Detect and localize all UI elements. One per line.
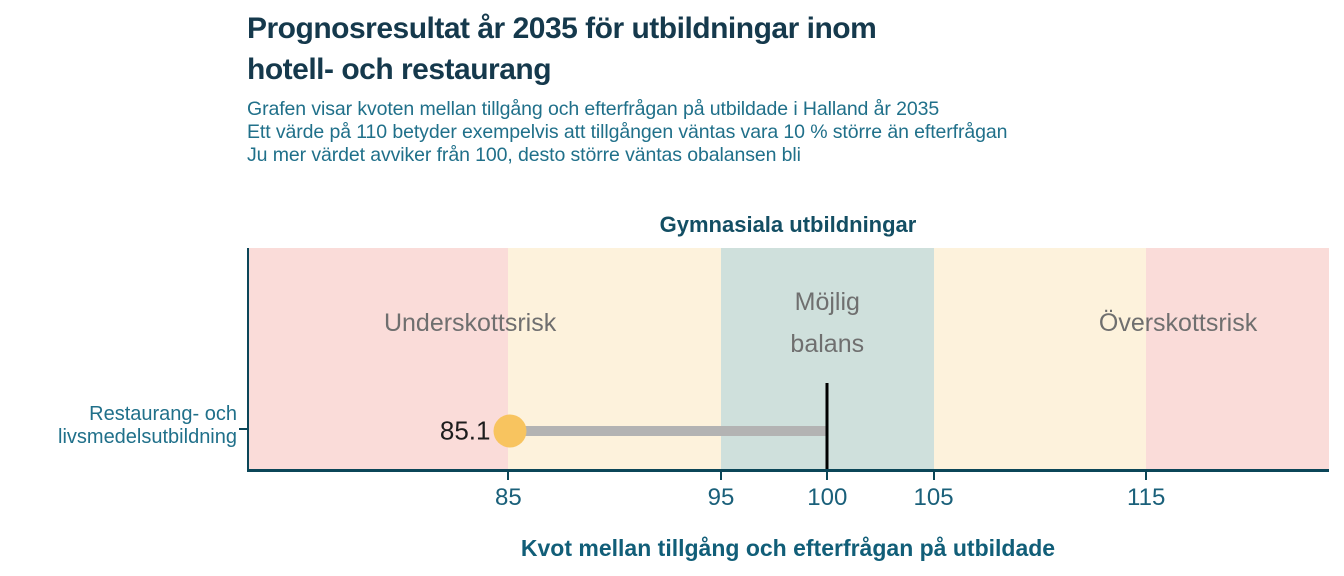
chart-title: Gymnasiala utbildningar xyxy=(659,212,917,237)
x-tick-label: 95 xyxy=(707,484,735,511)
plot-area: Underskottsrisk Möjlig balans Överskottsri… xyxy=(239,248,1329,511)
value-interval-bar xyxy=(510,426,828,436)
x-tick-mark xyxy=(507,472,510,480)
figure-subtitle: Grafen visar kvoten mellan tillgång och … xyxy=(247,98,1007,167)
subtitle-line3: Ju mer värdet avviker från 100, desto st… xyxy=(247,144,801,166)
x-tick-label: 115 xyxy=(1127,484,1166,511)
zone-label: Överskottsrisk xyxy=(1098,309,1258,337)
zone-labels-layer: Underskottsrisk Möjlig balans Överskottsri… xyxy=(249,248,1329,469)
x-tick-mark xyxy=(932,472,935,480)
y-axis-category-label: Restaurang- och livsmedelsutbildning xyxy=(58,403,237,448)
zone-band xyxy=(1146,248,1329,469)
x-tick-label: 85 xyxy=(495,484,522,511)
zone-label: Möjlig balans xyxy=(790,288,865,358)
subtitle-line2: Ett värde på 110 betyder exempelvis att … xyxy=(247,121,1008,143)
value-label: 85.1 xyxy=(439,415,491,446)
x-tick-label: 105 xyxy=(913,484,954,511)
x-tick-mark xyxy=(1145,472,1148,480)
figure-title-line1: Prognosresultat år 2035 för utbildningar… xyxy=(247,12,877,45)
value-dot xyxy=(493,414,527,448)
zone-band xyxy=(249,248,509,469)
figure-title-line2: hotell- och restaurang xyxy=(247,53,552,86)
x-tick-mark xyxy=(719,472,722,480)
x-tick-mark xyxy=(826,472,829,480)
zone-band xyxy=(933,248,1147,469)
subtitle-line1: Grafen visar kvoten mellan tillgång och … xyxy=(247,98,940,120)
x-ticks-layer: 85 95 100 105 115 xyxy=(249,248,1329,511)
x-axis-title: Kvot mellan tillgång och efterfrågan på … xyxy=(520,535,1056,561)
figure-title: Prognosresultat år 2035 för utbildningar… xyxy=(247,8,877,90)
reference-line xyxy=(825,383,829,469)
x-tick-label: 100 xyxy=(807,484,848,511)
series-layer: 85.1 xyxy=(249,248,1329,469)
y-axis-tick-mark xyxy=(239,428,247,430)
zones-layer xyxy=(249,248,1329,469)
zone-label: Underskottsrisk xyxy=(383,309,557,337)
